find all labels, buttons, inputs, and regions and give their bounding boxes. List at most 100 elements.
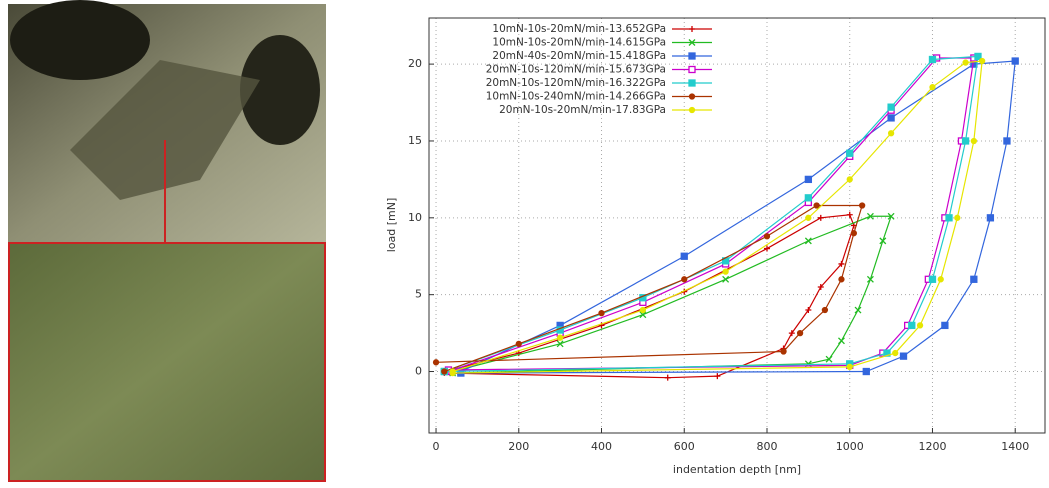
marker xyxy=(916,322,924,329)
marker xyxy=(854,306,862,314)
indent-region xyxy=(70,60,260,200)
marker xyxy=(838,276,845,283)
marker xyxy=(763,245,770,252)
legend-label: 10mN-10s-20mN/min-14.615GPa xyxy=(492,37,666,49)
marker xyxy=(817,214,824,221)
marker xyxy=(970,137,977,145)
marker xyxy=(899,352,908,360)
marker xyxy=(838,260,845,267)
marker xyxy=(846,211,853,218)
marker xyxy=(887,103,895,111)
marker xyxy=(804,237,812,245)
legend-label: 20mN-10s-120mN/min-16.322GPa xyxy=(486,77,666,89)
marker xyxy=(961,137,970,145)
marker xyxy=(556,340,564,348)
x-tick-label: 400 xyxy=(591,440,612,453)
marker xyxy=(887,114,895,122)
marker xyxy=(978,57,986,65)
legend-marker xyxy=(689,26,695,32)
zoom-frame xyxy=(8,242,326,482)
x-tick-label: 800 xyxy=(756,440,777,453)
marker xyxy=(796,329,804,337)
plot-frame xyxy=(428,17,1046,434)
marker xyxy=(680,252,688,260)
series-line xyxy=(444,214,855,379)
legend-marker xyxy=(688,65,696,74)
legend-label: 20mN-40s-20mN/min-15.418GPa xyxy=(492,50,666,62)
marker xyxy=(825,355,833,363)
marker xyxy=(846,149,854,157)
legend-marker xyxy=(688,106,696,114)
marker xyxy=(928,275,937,283)
marker xyxy=(788,330,795,337)
x-tick-label: 1200 xyxy=(918,440,946,453)
marker xyxy=(986,214,995,222)
marker xyxy=(887,212,895,220)
marker xyxy=(598,309,605,317)
x-tick-label: 600 xyxy=(674,440,695,453)
legend-marker xyxy=(688,39,696,46)
marker xyxy=(908,321,916,330)
marker xyxy=(945,214,953,222)
marker xyxy=(937,276,944,283)
marker xyxy=(805,307,812,314)
marker xyxy=(805,214,812,221)
marker xyxy=(639,311,647,319)
marker xyxy=(879,237,887,245)
marker xyxy=(515,340,522,348)
marker xyxy=(722,275,730,283)
marker xyxy=(866,212,874,220)
marker xyxy=(817,283,824,290)
legend-label: 20mN-10s-120mN/min-15.673GPa xyxy=(486,64,666,76)
marker xyxy=(850,230,858,237)
marker xyxy=(1003,137,1011,145)
legend-marker xyxy=(688,52,696,60)
marker xyxy=(714,373,721,380)
marker xyxy=(556,334,564,341)
marker xyxy=(837,337,845,345)
micrographs xyxy=(8,0,326,482)
marker xyxy=(962,59,969,66)
marker xyxy=(813,202,820,209)
y-tick-label: 20 xyxy=(408,57,422,70)
marker xyxy=(941,321,949,330)
legend-label: 20mN-10s-20mN/min-17.83GPa xyxy=(499,104,666,116)
series-line xyxy=(452,215,892,374)
x-tick-label: 0 xyxy=(433,440,440,453)
y-tick-label: 5 xyxy=(415,288,422,301)
marker xyxy=(804,194,813,202)
legend-label: 10mN-10s-20mN/min-13.652GPa xyxy=(492,23,666,35)
marker xyxy=(722,268,729,275)
y-axis-label: load [mN] xyxy=(385,198,398,253)
x-tick-label: 200 xyxy=(508,440,529,453)
series-line xyxy=(460,60,1016,374)
x-tick-label: 1400 xyxy=(1001,440,1029,453)
dark-region xyxy=(10,0,150,80)
marker xyxy=(862,367,870,376)
micrograph-bottom xyxy=(8,242,326,482)
marker xyxy=(970,275,978,283)
marker xyxy=(441,368,448,375)
marker xyxy=(763,233,771,240)
marker xyxy=(449,369,456,377)
marker xyxy=(929,84,936,91)
legend-marker xyxy=(688,93,696,100)
marker xyxy=(846,363,853,371)
marker xyxy=(866,275,874,283)
dark-region xyxy=(240,35,320,145)
marker xyxy=(846,176,853,183)
legend-label: 10mN-10s-240mN/min-14.266GPa xyxy=(486,91,666,103)
marker xyxy=(858,202,866,209)
legend-marker xyxy=(688,79,696,87)
marker xyxy=(432,359,440,366)
marker xyxy=(821,306,829,314)
chart: load [mN] indentation depth [nm] 0 5 10 15 2… xyxy=(385,17,1046,476)
marker xyxy=(928,55,937,64)
marker xyxy=(954,214,961,221)
x-axis-label: indentation depth [nm] xyxy=(673,463,801,476)
x-tick-label: 1000 xyxy=(836,440,864,453)
marker xyxy=(664,374,671,381)
marker xyxy=(887,130,895,137)
y-tick-label: 10 xyxy=(408,211,422,224)
